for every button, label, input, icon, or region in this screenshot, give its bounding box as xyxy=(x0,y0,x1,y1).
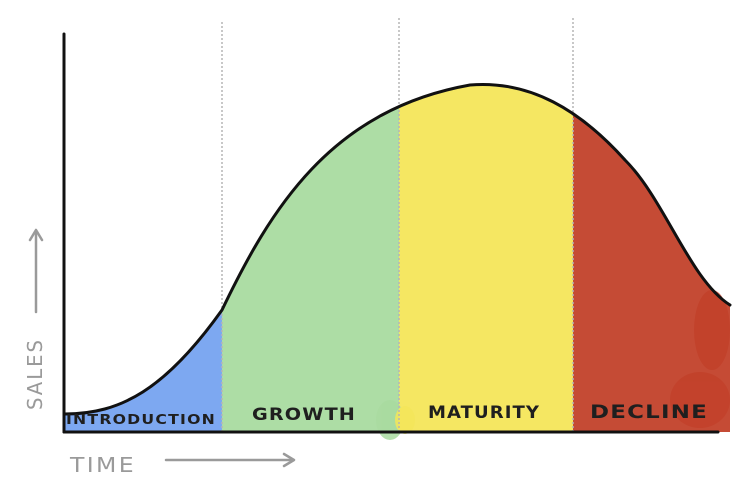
y-axis-label-group: SALES xyxy=(23,228,47,410)
stage-label-maturity: MATURITY xyxy=(428,403,540,423)
x-axis-label-group: TIME xyxy=(69,452,296,477)
stage-label-growth: GROWTH xyxy=(252,405,356,425)
y-axis-label: SALES xyxy=(23,338,47,410)
y-axis-arrow-icon xyxy=(28,228,44,314)
x-axis-arrow-icon xyxy=(164,452,296,468)
introduction-region xyxy=(65,84,222,432)
maturity-region xyxy=(399,84,573,432)
brush-overhang xyxy=(376,290,730,440)
axes xyxy=(62,32,720,434)
stage-dividers xyxy=(221,18,574,432)
stage-label-introduction: INTRODUCTION xyxy=(66,413,216,428)
x-axis-label: TIME xyxy=(69,453,136,477)
sales-curve xyxy=(63,82,732,416)
stage-label-decline: DECLINE xyxy=(590,401,708,423)
growth-region xyxy=(222,84,399,432)
